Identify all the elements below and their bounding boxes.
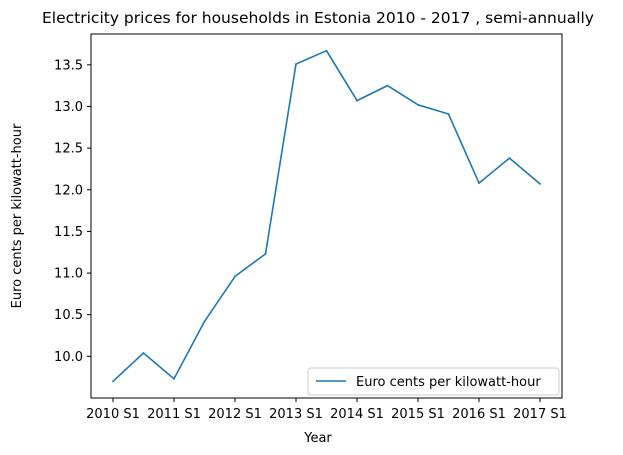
y-tick-label: 11.5 [54, 225, 83, 240]
data-point [417, 103, 419, 106]
x-tick-label: 2011 S1 [147, 407, 201, 422]
data-point [112, 380, 114, 383]
y-tick-label: 11.0 [54, 267, 83, 282]
data-point [539, 183, 541, 185]
data-point [295, 63, 297, 65]
data-point [173, 377, 175, 380]
data-point [447, 113, 450, 115]
y-tick-label: 12.0 [54, 183, 83, 198]
x-tick-label: 2014 S1 [330, 407, 384, 422]
data-point [203, 320, 206, 323]
data-point [234, 275, 236, 278]
legend: Euro cents per kilowatt-hour [307, 367, 560, 396]
x-tick-label: 2016 S1 [452, 407, 506, 422]
y-axis-label: Euro cents per kilowatt-hour [10, 123, 25, 308]
y-tick-label: 13.5 [54, 58, 83, 73]
y-tick-label: 10.5 [54, 308, 83, 323]
x-tick-label: 2010 S1 [86, 407, 140, 422]
data-point [142, 352, 145, 354]
data-point [325, 49, 328, 52]
data-point [356, 99, 358, 102]
data-point [508, 157, 511, 160]
data-point [386, 84, 389, 87]
x-tick-label: 2017 S1 [513, 407, 567, 422]
y-tick-label: 12.5 [54, 142, 83, 157]
plot-area [90, 33, 563, 399]
y-axis: 10.0 10.5 11.0 11.5 12.0 12.5 13.0 13.5 [54, 58, 91, 365]
x-axis: 2010 S1 2011 S1 2012 S1 2013 S1 2014 S1 2015 … [86, 398, 567, 422]
x-tick-label: 2012 S1 [208, 407, 262, 422]
legend-box [307, 367, 560, 396]
y-tick-label: 13.0 [54, 100, 83, 115]
x-tick-label: 2013 S1 [269, 407, 323, 422]
series-points [112, 49, 541, 383]
data-point [264, 252, 267, 255]
x-tick-label: 2015 S1 [391, 407, 445, 422]
y-tick-label: 10.0 [54, 350, 83, 365]
legend-label: Euro cents per kilowatt-hour [356, 375, 541, 390]
chart-title: Electricity prices for households in Est… [42, 9, 594, 27]
data-point [478, 182, 480, 184]
x-axis-label: Year [303, 431, 332, 446]
